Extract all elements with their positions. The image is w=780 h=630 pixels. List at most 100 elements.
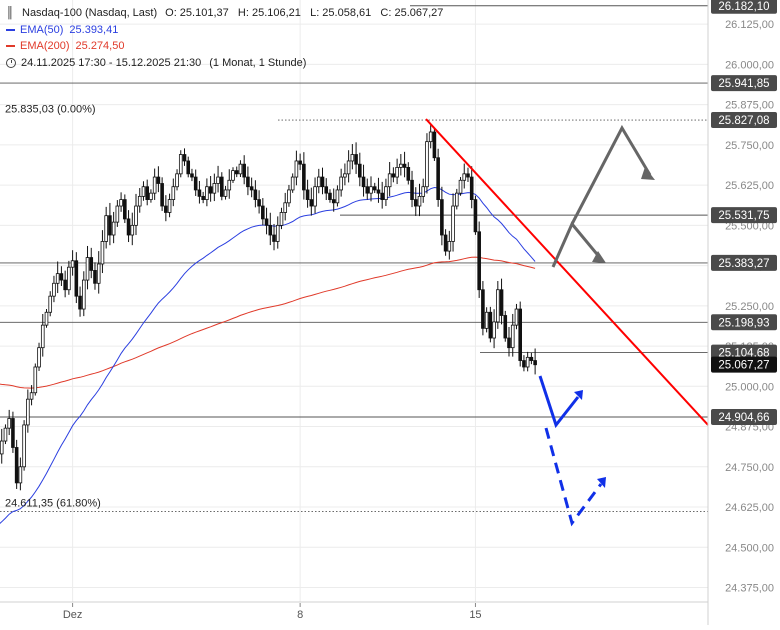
level-label: 25.531,75: [718, 210, 769, 222]
candle-body: [104, 215, 108, 242]
candle-body: [529, 356, 534, 361]
candle-body: [29, 392, 34, 400]
candle-body: [346, 160, 351, 175]
ohlc-values: O: 25.101,37 H: 25.106,21 L: 25.058,61 C…: [165, 7, 444, 19]
grey-arrowhead-upper: [641, 167, 655, 180]
candle-body: [52, 282, 56, 297]
level-label: 25.827,08: [718, 115, 769, 127]
blue-arrow-path-solid: [538, 375, 580, 429]
candle-body: [507, 337, 511, 349]
annotations: 25.835,03 (0.00%) 24.611,35 (61.80%): [5, 103, 101, 509]
candle-body: [257, 199, 261, 207]
y-tick-label: 24.500,00: [725, 542, 774, 554]
candle-body: [201, 195, 205, 200]
candle-body: [70, 260, 75, 268]
last-price-bg: [711, 356, 777, 373]
candle-body: [242, 163, 246, 178]
y-tick-label: 25.000,00: [725, 381, 774, 393]
candle-body: [253, 189, 258, 200]
candle-body: [126, 218, 131, 236]
candle-body: [160, 183, 164, 207]
candle-body: [458, 179, 463, 194]
candle-body: [59, 273, 64, 281]
candle-body: [182, 154, 187, 162]
candle-body: [473, 199, 478, 233]
candle-body: [481, 289, 485, 329]
ema50-value: 25.393,41: [69, 23, 119, 36]
candle-body: [152, 176, 157, 194]
candle-body: [246, 176, 250, 188]
candle-body: [380, 192, 384, 200]
candle-body: [417, 195, 422, 207]
level-label: 25.941,85: [718, 78, 769, 90]
y-tick-label: 25.875,00: [725, 100, 774, 112]
candle-body: [421, 186, 426, 197]
candle-body: [454, 192, 459, 207]
candle-body: [44, 311, 49, 326]
candle-body: [302, 163, 306, 191]
candle-body: [522, 360, 526, 368]
candle-body: [78, 295, 82, 310]
candle-body: [249, 186, 254, 191]
blue-arrowhead-dashed: [597, 477, 606, 488]
candle-body: [268, 224, 273, 236]
level-label-bg: [711, 75, 777, 92]
candle-body: [406, 167, 411, 181]
x-tick-label: 15: [469, 609, 481, 621]
candle-body: [294, 160, 299, 178]
candle-body: [369, 186, 373, 194]
ema50-swatch: [6, 28, 15, 31]
level-label: 25.198,93: [718, 317, 769, 329]
candle-body: [37, 347, 41, 368]
x-tick-label: 8: [297, 609, 303, 621]
candle-body: [171, 186, 176, 200]
grid: [0, 0, 708, 602]
candle-body: [492, 321, 496, 339]
ema200-value: 25.274,50: [75, 40, 125, 52]
candle-body: [287, 189, 291, 204]
candle-body: [149, 192, 153, 200]
x-tick-label: Dez: [63, 609, 83, 621]
candle-body: [212, 183, 217, 194]
candle-body: [466, 173, 470, 178]
level-label-bg: [711, 207, 777, 224]
last-price-label: 25.067,27: [718, 360, 769, 372]
candle-body: [208, 186, 213, 194]
candle-body: [324, 186, 329, 194]
candle-body: [510, 324, 515, 349]
candle-body: [503, 315, 508, 339]
candle-body: [119, 199, 123, 207]
candle-body: [272, 234, 276, 242]
candle-body: [443, 234, 448, 252]
candle-body: [343, 173, 347, 178]
candle-body: [488, 311, 493, 339]
legend-ema50-row[interactable]: EMA(50) 25.393,41: [6, 22, 443, 39]
candle-body: [305, 189, 310, 200]
candle-body: [81, 279, 86, 310]
y-tick-label: 25.500,00: [725, 220, 774, 232]
y-axis: 26.125,00 26.000,00 25.875,00 25.750,00 25.6…: [707, 0, 777, 625]
candle-body: [193, 176, 198, 191]
candle-body: [290, 176, 295, 191]
level-label: 25.104,68: [718, 348, 769, 360]
candle-body: [238, 163, 243, 175]
candle-body: [89, 257, 94, 271]
candle-body: [14, 447, 19, 484]
candle-body: [462, 173, 467, 181]
candle-body: [316, 176, 321, 188]
legend-ema200-row[interactable]: EMA(200) 25.274,50: [6, 38, 443, 55]
interval: (1 Monat, 1 Stunde): [209, 56, 307, 69]
candle-body: [387, 173, 392, 188]
y-tick-label: 25.625,00: [725, 180, 774, 192]
candle-body: [67, 266, 71, 291]
x-axis: Dez 8 15: [0, 601, 708, 621]
candle-body: [141, 186, 146, 197]
level-label-bg: [711, 112, 777, 129]
chart-type-icon[interactable]: ║: [6, 7, 14, 19]
candle-body: [331, 199, 336, 204]
instrument-name: Nasdaq-100 (Nasdaq, Last): [22, 7, 158, 19]
candle-body: [145, 186, 150, 200]
candle-body: [425, 141, 429, 188]
candle-body: [175, 173, 179, 188]
candle-body: [85, 257, 90, 281]
